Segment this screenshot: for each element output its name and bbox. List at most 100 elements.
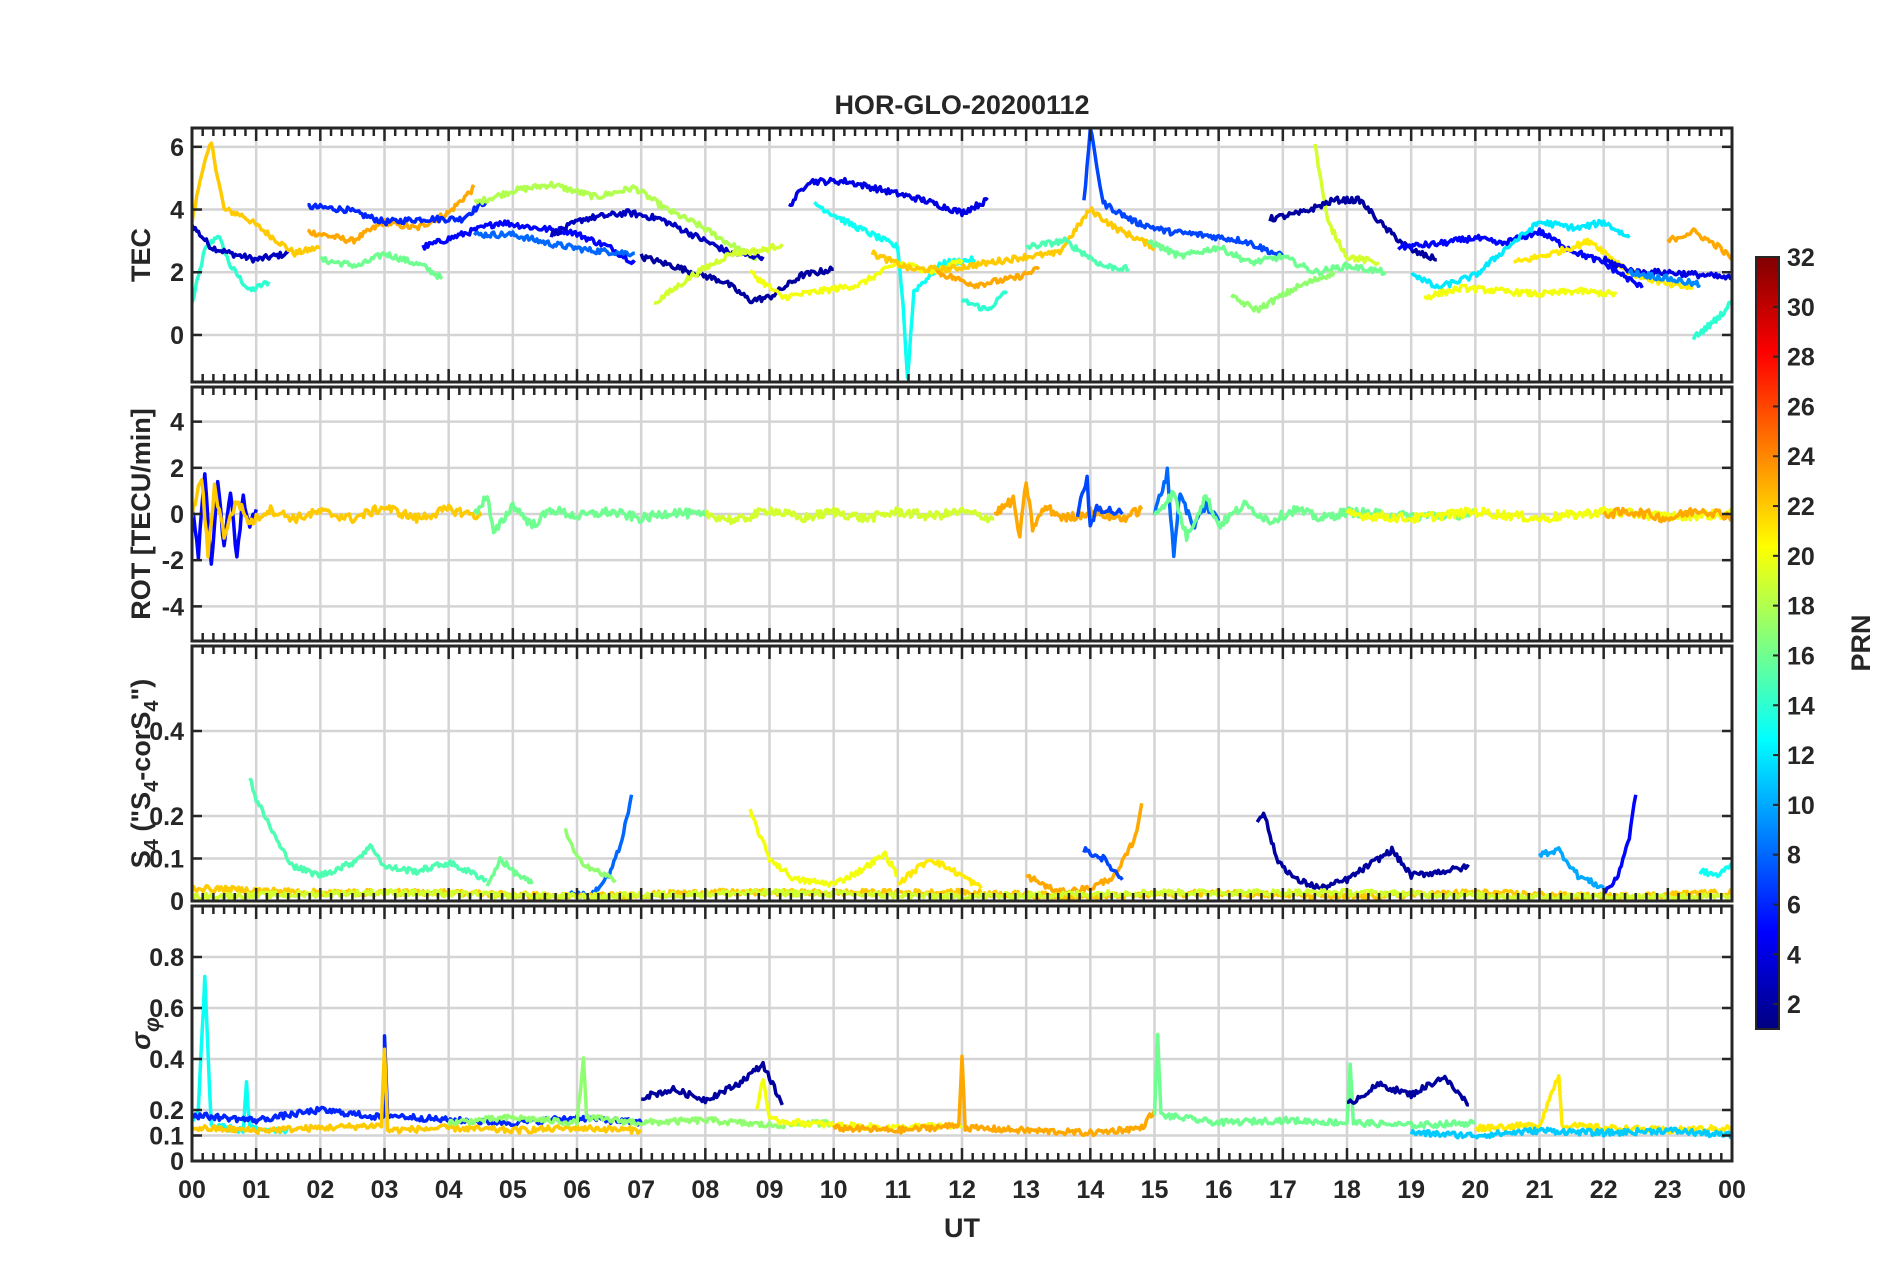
x-tick-label: 10 <box>820 1176 848 1204</box>
y-tick-label: -2 <box>162 547 184 575</box>
series-prn-17 <box>1230 269 1336 314</box>
colorbar-tick-label: 8 <box>1787 842 1801 870</box>
series-prn-16 <box>1152 1032 1476 1130</box>
series-prn-14 <box>960 289 1009 312</box>
colorbar-tick-label: 4 <box>1787 941 1801 969</box>
x-tick-label: 00 <box>178 1176 206 1204</box>
series-prn-6 <box>307 199 489 227</box>
x-tick-label: 01 <box>242 1176 270 1204</box>
series-prn-6 <box>192 1034 643 1128</box>
x-tick-label: 11 <box>885 1176 912 1204</box>
series-prn-2 <box>640 1060 784 1106</box>
series-prn-2 <box>639 253 834 305</box>
y-tick-label: 0 <box>170 501 184 529</box>
series-group <box>192 466 1732 566</box>
colorbar-tick-label: 16 <box>1787 642 1815 670</box>
y-tick-label: 0.2 <box>149 1097 184 1125</box>
series-prn-16 <box>485 856 534 887</box>
colorbar-tick-label: 30 <box>1787 294 1815 322</box>
series-prn-7 <box>1082 128 1285 258</box>
series-prn-16 <box>1146 239 1387 277</box>
colorbar-tick-label: 26 <box>1787 393 1815 421</box>
series-prn-22 <box>870 206 1156 274</box>
series-prn-2 <box>1255 811 1470 892</box>
series-prn-23 <box>1025 803 1144 897</box>
panel-frame <box>190 126 1734 384</box>
panel-rot: -4 -2 0 2 4 ROT [TECU/min] <box>126 385 1734 643</box>
colorbar-tick-label: 12 <box>1787 742 1815 770</box>
series-prn-20 <box>748 808 898 888</box>
y-axis-label: S4 ("S4-corS4") <box>126 679 163 869</box>
series-prn-21 <box>1513 237 1694 291</box>
x-tick-label: 04 <box>435 1176 463 1204</box>
x-tick-label: 18 <box>1333 1176 1361 1204</box>
series-prn-8 <box>472 230 635 258</box>
colorbar-tick-label: 22 <box>1787 493 1815 521</box>
x-tick-label: 00 <box>1718 1176 1746 1204</box>
colorbar-label: PRN <box>1846 614 1876 671</box>
series-prn-9 <box>1627 268 1702 289</box>
series-prn-17 <box>447 1056 835 1130</box>
series-prn-19 <box>653 242 784 305</box>
series-prn-15 <box>1025 236 1130 273</box>
colorbar-tick-label: 6 <box>1787 891 1801 919</box>
series-prn-3 <box>549 208 765 262</box>
series-prn-20 <box>1423 283 1618 301</box>
y-tick-label: 0.2 <box>149 803 184 831</box>
panel-sigma_phi: 00.10.2 0.4 0.6 0.8 σφ <box>126 904 1734 1176</box>
y-axis-label: TEC <box>126 228 156 282</box>
series-prn-10 <box>1537 846 1606 890</box>
series-prn-7 <box>1075 474 1124 528</box>
x-tick-label: 06 <box>563 1176 591 1204</box>
colorbar-tick-label: 24 <box>1787 443 1815 471</box>
series-prn-19 <box>1313 143 1380 267</box>
series-prn-14 <box>192 234 271 304</box>
series-prn-20 <box>1345 505 1732 524</box>
series-prn-4 <box>1602 255 1732 281</box>
panel-frame <box>190 385 1734 643</box>
x-tick-label: 19 <box>1397 1176 1425 1204</box>
series-prn-19 <box>704 506 995 526</box>
y-tick-label: 4 <box>170 409 184 437</box>
x-tick-label: 14 <box>1076 1176 1104 1204</box>
series-prn-22 <box>192 141 321 258</box>
y-tick-label: 0.4 <box>149 1046 184 1074</box>
colorbar-tick-label: 20 <box>1787 543 1815 571</box>
series-prn-12 <box>1410 218 1631 291</box>
colorbar <box>1755 256 1780 1030</box>
series-prn-21 <box>896 858 983 890</box>
series-prn-23 <box>1602 506 1732 524</box>
y-tick-label: 0.1 <box>149 1123 184 1151</box>
colorbar-tick-label: 18 <box>1787 593 1815 621</box>
series-prn-23 <box>307 184 476 245</box>
x-tick-label: 03 <box>371 1176 399 1204</box>
y-tick-label: 0.4 <box>149 718 184 746</box>
colorbar-tick-label: 32 <box>1787 244 1815 272</box>
x-tick-label: 17 <box>1269 1176 1297 1204</box>
series-prn-17 <box>563 827 617 883</box>
x-axis-label: UT <box>944 1213 980 1243</box>
x-tick-label: 15 <box>1141 1176 1169 1204</box>
series-prn-4 <box>788 176 989 218</box>
x-tick-label: 02 <box>306 1176 334 1204</box>
series-group <box>192 974 1732 1140</box>
panel-tec: 0 2 4 6 TEC <box>126 126 1734 384</box>
y-tick-label: 0.8 <box>149 944 184 972</box>
series-prn-23 <box>993 481 1144 539</box>
x-tick-label: 13 <box>1012 1176 1040 1204</box>
series-prn-22 <box>192 478 483 559</box>
series-prn-5 <box>1603 794 1638 895</box>
series-prn-23 <box>832 1054 1157 1138</box>
series-prn-14 <box>1691 299 1732 341</box>
series-prn-8 <box>1152 466 1221 559</box>
x-tick-label: 05 <box>499 1176 527 1204</box>
x-tick-label: 12 <box>948 1176 976 1204</box>
y-tick-label: 0 <box>170 322 184 350</box>
y-tick-label: 0.6 <box>149 995 184 1023</box>
x-tick-label: 22 <box>1590 1176 1618 1204</box>
series-group <box>192 128 1732 380</box>
y-tick-label: 2 <box>170 455 184 483</box>
colorbar-tick-label: 2 <box>1787 991 1801 1019</box>
series-prn-18 <box>473 180 758 262</box>
